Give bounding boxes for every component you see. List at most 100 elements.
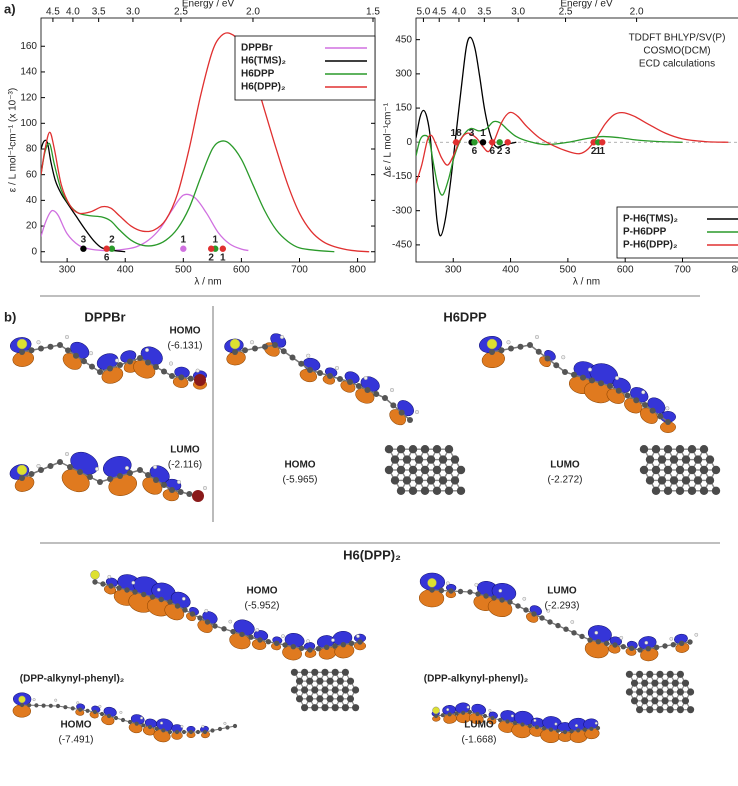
atom: [612, 642, 618, 648]
series-line: [41, 193, 249, 252]
atom: [120, 717, 126, 723]
atom: [242, 347, 248, 354]
atom: [625, 670, 633, 678]
atom: [711, 486, 721, 495]
molecule-title: H6DPP: [443, 309, 487, 324]
hydrogen: [665, 406, 670, 411]
atom: [181, 729, 187, 735]
atom: [295, 695, 304, 703]
atom: [197, 615, 203, 621]
atom: [687, 465, 697, 475]
atom: [515, 603, 521, 609]
atom: [186, 491, 193, 497]
atom: [666, 688, 674, 696]
atom: [81, 358, 87, 365]
hydrogen: [88, 351, 94, 356]
orbital-energy: (-1.668): [461, 735, 496, 746]
hydrogen: [119, 710, 123, 714]
hydrogen: [561, 355, 566, 360]
atom: [307, 647, 313, 653]
atom: [625, 688, 633, 696]
atom: [273, 640, 280, 647]
atom: [398, 409, 405, 416]
atom: [489, 349, 495, 355]
hydrogen: [131, 580, 136, 585]
y-tick-label: -450: [392, 240, 412, 251]
fragment-title: (DPP-alkynyl-phenyl)₂: [424, 674, 528, 685]
atom: [414, 455, 424, 464]
series-line: [416, 120, 683, 196]
atom: [661, 679, 669, 687]
atom: [636, 688, 644, 696]
hydrogen: [64, 451, 70, 457]
atom: [670, 641, 677, 648]
atom: [595, 725, 601, 731]
x2-tick-label: 1.5: [366, 7, 380, 18]
atom: [454, 711, 459, 716]
atom: [407, 417, 413, 423]
atom: [693, 455, 703, 464]
series-line: [416, 111, 729, 184]
hydrogen: [204, 608, 209, 613]
atom: [38, 467, 44, 473]
atom: [576, 728, 581, 733]
sulfur: [18, 695, 26, 704]
legend-label: H6(TMS)₂: [241, 56, 286, 67]
atom: [571, 630, 577, 636]
legend-box: [234, 35, 376, 101]
atom: [444, 465, 454, 475]
atom: [348, 640, 355, 647]
orbital-label: LUMO: [170, 445, 200, 456]
atom: [630, 679, 639, 687]
atom: [221, 626, 227, 632]
atom: [307, 367, 313, 373]
x-axis-label: λ / nm: [194, 277, 221, 288]
atom: [321, 668, 329, 676]
atom: [290, 686, 298, 694]
atom: [169, 373, 175, 379]
hydrogen: [180, 724, 184, 728]
atom: [97, 369, 103, 375]
atom: [63, 705, 68, 710]
atom: [426, 476, 436, 485]
atom: [661, 697, 669, 705]
atom: [239, 631, 245, 638]
atom: [301, 686, 309, 694]
atom: [384, 445, 394, 454]
atom: [116, 585, 122, 591]
state-label: 2: [109, 234, 115, 245]
x-tick-label: 600: [617, 265, 634, 276]
atom: [107, 365, 113, 372]
state-label: 2: [208, 252, 214, 263]
hydrogen: [152, 464, 158, 470]
atom: [475, 711, 480, 717]
atom: [127, 358, 133, 365]
atom: [508, 345, 514, 352]
atom: [298, 645, 305, 652]
hydrogen: [98, 704, 102, 708]
y-tick-label: 0: [31, 246, 37, 257]
y-tick-label: -300: [392, 205, 412, 216]
atom: [547, 619, 553, 625]
atom: [705, 476, 715, 485]
x2-axis-label: Energy / eV: [560, 0, 613, 10]
atom: [357, 639, 363, 645]
atom: [161, 482, 167, 488]
hydrogen: [554, 722, 558, 726]
atom: [681, 679, 690, 687]
atom: [408, 445, 418, 454]
atom: [656, 706, 664, 714]
hydrogen: [306, 639, 310, 644]
note: COSMO(DCM): [643, 46, 710, 57]
hydrogen: [498, 588, 503, 593]
sulfur: [16, 464, 28, 476]
x2-tick-label: 4.5: [46, 7, 60, 18]
atom: [589, 377, 595, 384]
atom: [595, 638, 602, 645]
x-axis-label: λ / nm: [573, 277, 600, 288]
hydrogen: [619, 635, 624, 640]
atom: [651, 486, 661, 495]
atom: [645, 645, 652, 652]
atom: [440, 713, 445, 718]
atom: [145, 472, 151, 478]
